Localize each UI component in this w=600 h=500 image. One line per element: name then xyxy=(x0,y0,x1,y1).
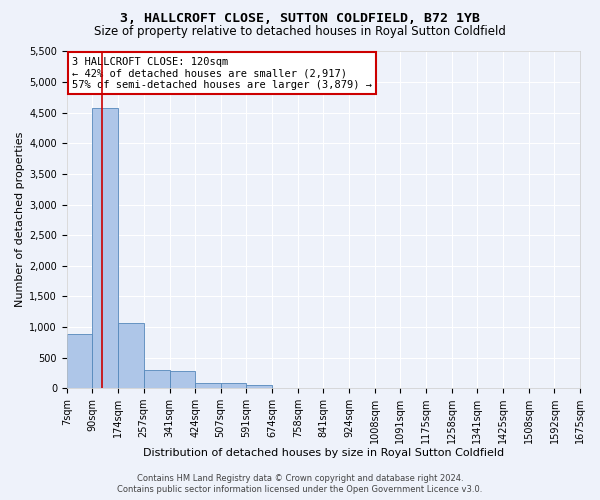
Bar xyxy=(143,370,170,388)
Text: Contains HM Land Registry data © Crown copyright and database right 2024.
Contai: Contains HM Land Registry data © Crown c… xyxy=(118,474,482,494)
Bar xyxy=(67,334,92,388)
Text: Size of property relative to detached houses in Royal Sutton Coldfield: Size of property relative to detached ho… xyxy=(94,25,506,38)
Bar xyxy=(247,384,272,388)
Bar xyxy=(118,323,143,388)
Text: 3 HALLCROFT CLOSE: 120sqm
← 42% of detached houses are smaller (2,917)
57% of se: 3 HALLCROFT CLOSE: 120sqm ← 42% of detac… xyxy=(72,56,372,90)
X-axis label: Distribution of detached houses by size in Royal Sutton Coldfield: Distribution of detached houses by size … xyxy=(143,448,504,458)
Bar xyxy=(221,383,247,388)
Y-axis label: Number of detached properties: Number of detached properties xyxy=(15,132,25,308)
Bar xyxy=(92,108,118,388)
Text: 3, HALLCROFT CLOSE, SUTTON COLDFIELD, B72 1YB: 3, HALLCROFT CLOSE, SUTTON COLDFIELD, B7… xyxy=(120,12,480,26)
Bar xyxy=(170,371,195,388)
Bar xyxy=(195,382,221,388)
